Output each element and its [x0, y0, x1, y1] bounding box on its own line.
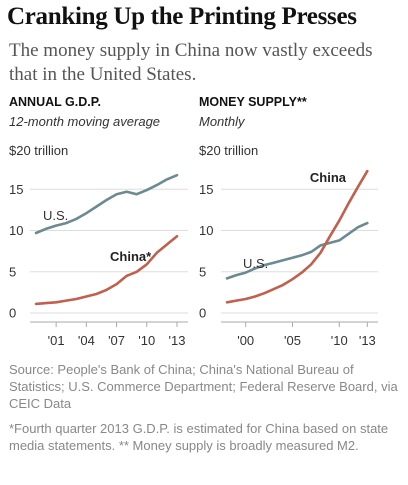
m2-x-tick-label: '13 — [359, 333, 376, 348]
gdp-y-tick-label: $20 trillion — [9, 143, 68, 158]
m2-x-tick-label: '00 — [237, 333, 254, 348]
gdp-x-tick-label: '04 — [78, 333, 95, 348]
m2-panel-subtitle: Monthly — [199, 114, 246, 129]
gdp-panel-title: ANNUAL G.D.P. — [9, 95, 101, 109]
gdp-series-line-china — [34, 235, 179, 306]
gdp-panel-subtitle: 12-month moving average — [9, 114, 160, 129]
charts-canvas: ANNUAL G.D.P. 12-month moving average $20 … — [9, 95, 378, 348]
m2-y-tick-label: $20 trillion — [199, 143, 258, 158]
gdp-y-tick-label: 5 — [9, 264, 16, 279]
gdp-y-tick-label: 0 — [9, 306, 16, 321]
m2-panel-title: MONEY SUPPLY** — [199, 95, 307, 109]
gdp-series-line-us — [34, 173, 179, 235]
m2-y-tick-label: 10 — [199, 223, 213, 238]
m2-series-label-china: China — [310, 170, 347, 185]
m2-y-tick-label: 0 — [199, 306, 206, 321]
source-note: Source: People's Bank of China; China's … — [9, 362, 398, 411]
m2-x-tick-label: '05 — [284, 333, 301, 348]
chart-title: Cranking Up the Printing Presses — [7, 3, 357, 30]
chart-subtitle: The money supply in China now vastly exc… — [9, 40, 373, 85]
gdp-y-tick-label: 15 — [9, 182, 23, 197]
gdp-x-tick-label: '10 — [138, 333, 155, 348]
footnote: *Fourth quarter 2013 G.D.P. is estimated… — [9, 421, 389, 453]
gdp-y-tick-label: 10 — [9, 223, 23, 238]
m2-series-line-us — [225, 221, 369, 280]
m2-x-tick-label: '10 — [331, 333, 348, 348]
m2-y-tick-label: 15 — [199, 182, 213, 197]
gdp-x-tick-label: '01 — [48, 333, 65, 348]
m2-series-line-china — [225, 169, 369, 304]
m2-series-label-us: U.S. — [243, 256, 268, 271]
gdp-x-tick-label: '13 — [168, 333, 185, 348]
gdp-x-tick-label: '07 — [108, 333, 125, 348]
gdp-series-label-us: U.S. — [43, 208, 68, 223]
m2-y-tick-label: 5 — [199, 264, 206, 279]
gdp-series-label-china: China* — [110, 249, 152, 264]
